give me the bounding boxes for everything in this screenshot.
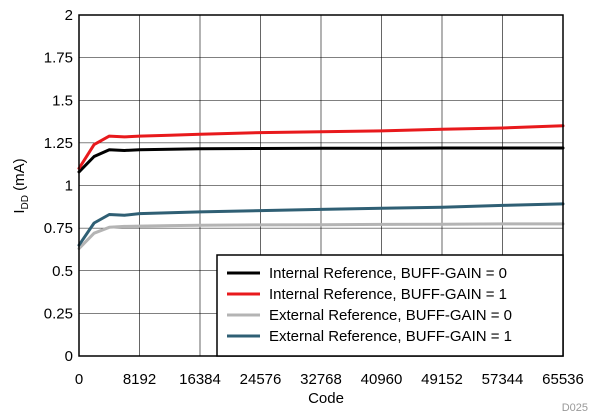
x-tick-label: 40960 xyxy=(361,371,403,388)
x-tick-label: 49152 xyxy=(421,371,463,388)
x-tick-labels: 0 8192 16384 24576 32768 40960 49152 57344 65536 xyxy=(75,371,584,388)
series-line-1 xyxy=(77,146,565,174)
y-axis-label: IDD (mA) xyxy=(11,158,31,213)
x-tick-label: 57344 xyxy=(482,371,524,388)
y-tick-label: 0.25 xyxy=(44,305,73,322)
series-line-4 xyxy=(77,202,565,247)
series-lines xyxy=(77,124,565,251)
y-tick-label: 0.75 xyxy=(44,220,73,237)
x-tick-label: 8192 xyxy=(123,371,156,388)
figure-id: D025 xyxy=(562,402,588,414)
legend-box xyxy=(216,254,564,357)
legend-label: Internal Reference, BUFF-GAIN = 0 xyxy=(269,265,507,282)
x-tick-label: 16384 xyxy=(179,371,221,388)
y-tick-label: 1.25 xyxy=(44,135,73,152)
y-tick-label: 1 xyxy=(65,178,73,195)
series-line-3 xyxy=(77,222,565,251)
series-line-2 xyxy=(77,124,565,170)
x-tick-label: 24576 xyxy=(240,371,282,388)
legend: Internal Reference, BUFF-GAIN = 0 Interna… xyxy=(216,254,564,357)
x-axis-label: Code xyxy=(308,390,344,407)
x-tick-label: 65536 xyxy=(542,371,584,388)
y-tick-label: 1.5 xyxy=(52,92,73,109)
legend-label: Internal Reference, BUFF-GAIN = 1 xyxy=(269,286,507,303)
y-tick-label: 0.5 xyxy=(52,263,73,280)
legend-label: External Reference, BUFF-GAIN = 0 xyxy=(269,307,512,324)
x-tick-label: 0 xyxy=(75,371,83,388)
y-tick-label: 1.75 xyxy=(44,50,73,67)
y-tick-labels: 0 0.25 0.5 0.75 1 1.25 1.5 1.75 2 xyxy=(44,7,73,365)
y-tick-label: 0 xyxy=(65,348,73,365)
y-tick-label: 2 xyxy=(65,7,73,24)
x-tick-label: 32768 xyxy=(300,371,342,388)
legend-label: External Reference, BUFF-GAIN = 1 xyxy=(269,328,512,345)
